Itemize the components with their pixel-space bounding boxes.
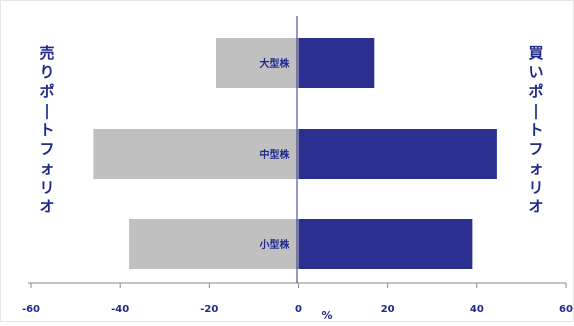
- x-ticks-group: -60 -40 -20 0 20 40 60: [22, 283, 573, 315]
- bar-sell-2: [93, 129, 299, 179]
- x-tick-label-1: -60: [22, 304, 40, 315]
- right-side-label: 買いポ|トフォリオ: [528, 44, 543, 216]
- category-label-1: 大型株: [260, 57, 291, 70]
- x-tick-label-5: 20: [381, 304, 395, 315]
- bars-group: [93, 38, 497, 269]
- bar-sell-3: [129, 219, 299, 269]
- x-tick-label-2: -40: [111, 304, 129, 315]
- bar-sell-1: [216, 38, 299, 88]
- left-side-label: 売りポ|トフォリオ: [39, 44, 54, 216]
- x-tick-label-3: -20: [200, 304, 218, 315]
- category-label-2: 中型株: [260, 148, 291, 161]
- x-tick-label-4: 0: [295, 304, 302, 315]
- x-axis-unit-label: %: [321, 309, 332, 322]
- category-label-3: 小型株: [259, 238, 291, 251]
- x-tick-label-7: 60: [559, 304, 573, 315]
- x-tick-label-6: 40: [470, 304, 484, 315]
- bar-buy-2: [298, 129, 497, 179]
- bar-buy-1: [298, 38, 375, 88]
- bar-buy-3: [298, 219, 473, 269]
